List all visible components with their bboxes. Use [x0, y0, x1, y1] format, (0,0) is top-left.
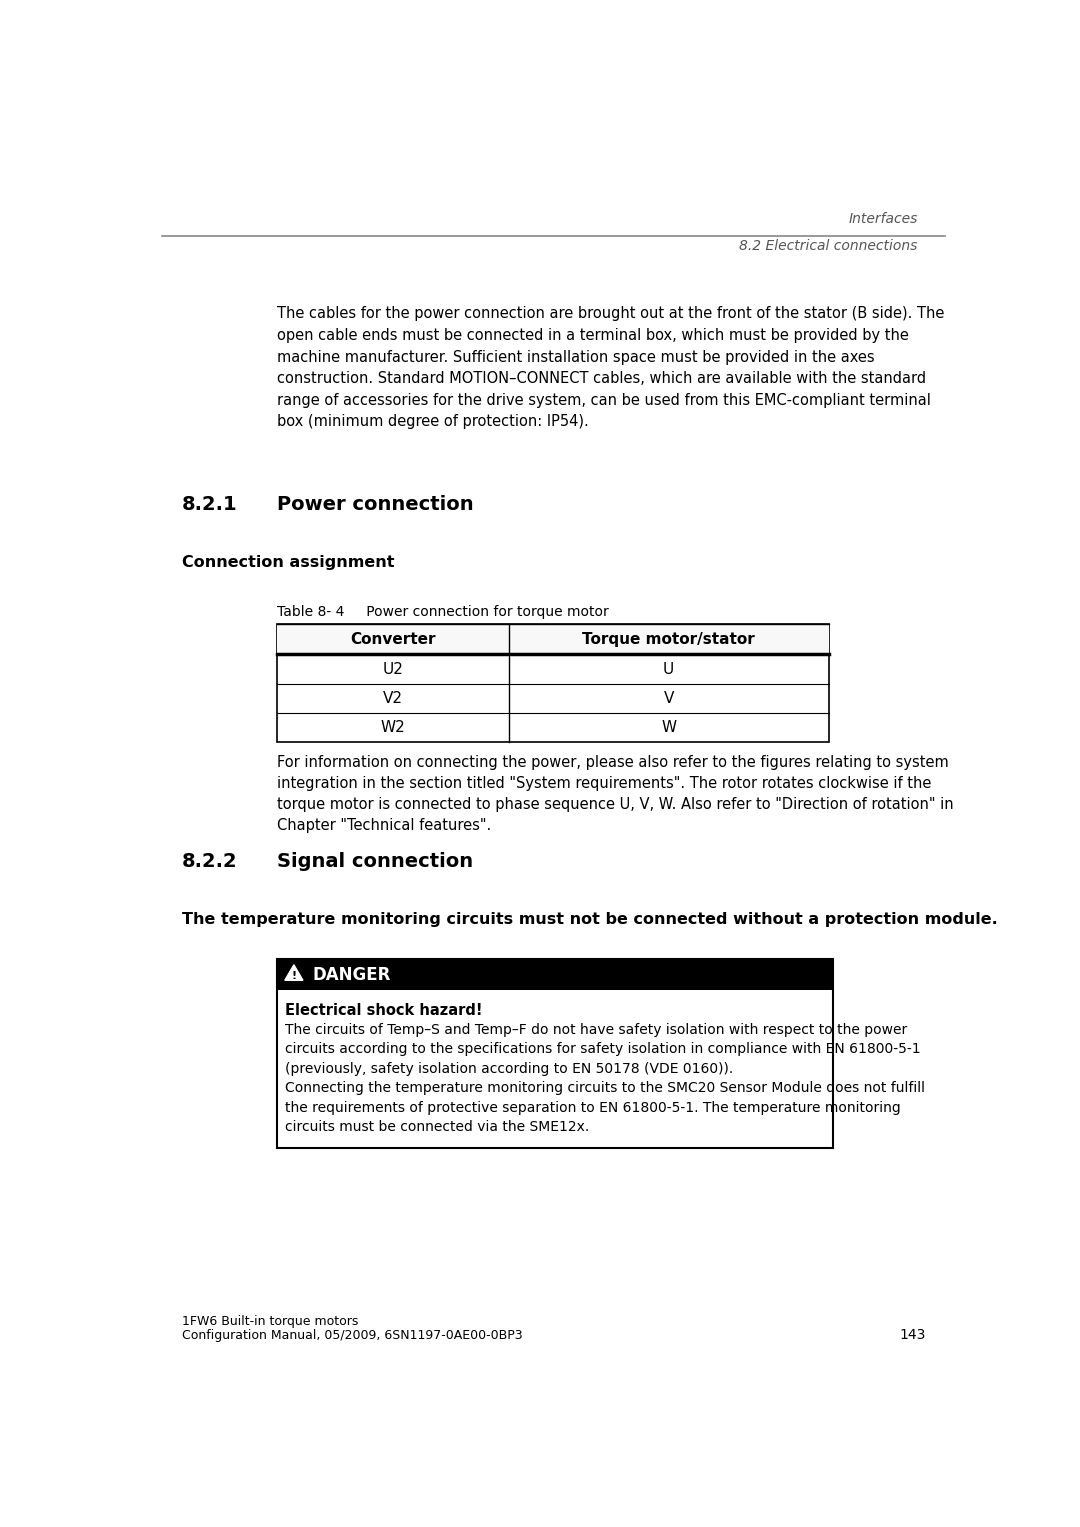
- Text: Power connection: Power connection: [276, 495, 473, 515]
- Text: Connection assignment: Connection assignment: [181, 556, 394, 570]
- Text: 143: 143: [900, 1328, 926, 1342]
- Text: Converter: Converter: [350, 632, 435, 646]
- Text: V2: V2: [382, 690, 403, 705]
- Text: DANGER: DANGER: [312, 965, 391, 983]
- Text: Electrical shock hazard!: Electrical shock hazard!: [284, 1003, 482, 1017]
- Text: Torque motor/stator: Torque motor/stator: [582, 632, 755, 646]
- Polygon shape: [285, 965, 303, 980]
- Text: The temperature monitoring circuits must not be connected without a protection m: The temperature monitoring circuits must…: [181, 913, 997, 927]
- Text: U2: U2: [382, 661, 403, 676]
- Text: The cables for the power connection are brought out at the front of the stator (: The cables for the power connection are …: [276, 307, 944, 429]
- Text: W: W: [661, 721, 676, 734]
- Text: Table 8- 4     Power connection for torque motor: Table 8- 4 Power connection for torque m…: [276, 605, 608, 620]
- Text: !: !: [292, 971, 296, 980]
- Text: Configuration Manual, 05/2009, 6SN1197-0AE00-0BP3: Configuration Manual, 05/2009, 6SN1197-0…: [181, 1328, 522, 1342]
- Text: For information on connecting the power, please also refer to the figures relati: For information on connecting the power,…: [276, 754, 954, 832]
- Bar: [276, 623, 828, 742]
- Text: 8.2.1: 8.2.1: [181, 495, 238, 515]
- Bar: [276, 989, 833, 1148]
- Bar: [276, 959, 833, 989]
- Bar: [276, 623, 828, 655]
- Text: 1FW6 Built-in torque motors: 1FW6 Built-in torque motors: [181, 1315, 357, 1328]
- Text: Connecting the temperature monitoring circuits to the SMC20 Sensor Module does n: Connecting the temperature monitoring ci…: [284, 1081, 924, 1135]
- Text: The circuits of Temp–S and Temp–F do not have safety isolation with respect to t: The circuits of Temp–S and Temp–F do not…: [284, 1023, 920, 1075]
- Text: 8.2.2: 8.2.2: [181, 852, 238, 870]
- Text: U: U: [663, 661, 674, 676]
- Text: V: V: [663, 690, 674, 705]
- Text: Interfaces: Interfaces: [849, 212, 918, 226]
- Bar: [276, 959, 833, 1148]
- Text: W2: W2: [380, 721, 405, 734]
- Text: Signal connection: Signal connection: [276, 852, 473, 870]
- Text: 8.2 Electrical connections: 8.2 Electrical connections: [740, 238, 918, 252]
